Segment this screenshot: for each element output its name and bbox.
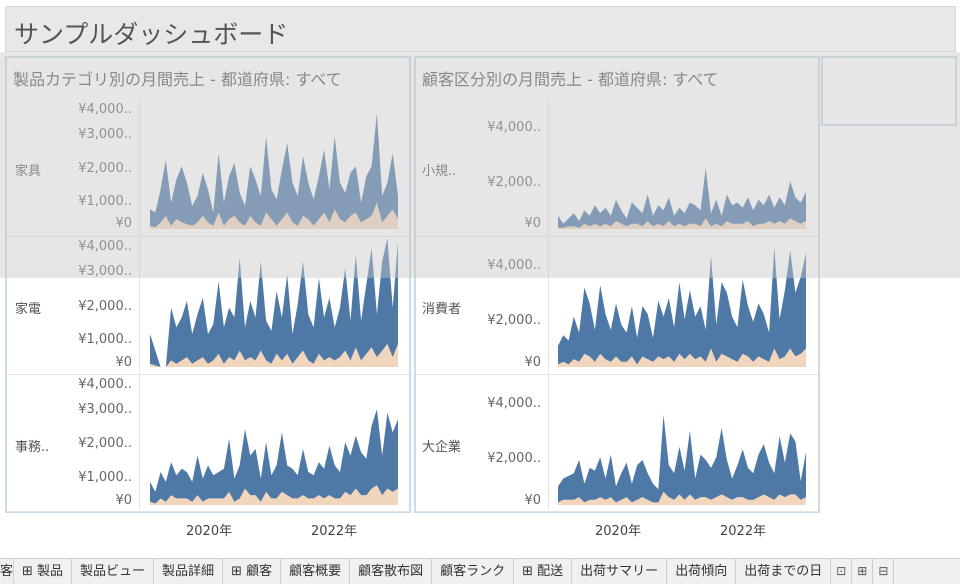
sheet-tab-bar: 客 ⊞ 製品 製品ビュー 製品詳細 ⊞ 顧客 顧客概要 顧客散布図 顧客ランク ⊞ 配送 出荷サマ…: [0, 558, 960, 584]
row-label-consumer: 消費者: [422, 302, 462, 317]
y-tick: ¥1,000..: [78, 470, 132, 485]
row-label-office: 事務..: [15, 440, 50, 455]
area-total-0-0[interactable]: [150, 113, 398, 230]
y-tick: ¥0: [524, 216, 541, 231]
y-tick: ¥2,000..: [78, 299, 132, 314]
area-profit-0-0[interactable]: [150, 202, 398, 229]
sheet-tab[interactable]: 出荷までの日: [736, 559, 832, 584]
area-profit-1-1[interactable]: [558, 348, 806, 367]
sheet-tab[interactable]: 製品ビュー: [72, 559, 155, 584]
row-divider: [416, 374, 818, 375]
y-tick: ¥2,000..: [487, 313, 541, 328]
sheet-tab[interactable]: 製品詳細: [154, 559, 224, 584]
row-divider: [7, 236, 409, 237]
new-dashboard-icon[interactable]: ⊞: [852, 559, 874, 584]
y-tick: ¥1,000..: [78, 194, 132, 209]
area-total-1-1[interactable]: [558, 247, 806, 367]
axis-divider: [139, 98, 140, 510]
x-tick: 2022年: [720, 524, 767, 539]
y-tick: ¥3,000..: [78, 127, 132, 142]
y-tick: ¥4,000..: [487, 396, 541, 411]
y-tick: ¥2,000..: [487, 175, 541, 190]
area-profit-1-2[interactable]: [558, 491, 806, 505]
y-tick: ¥0: [115, 355, 132, 370]
area-profit-0-2[interactable]: [150, 485, 398, 505]
y-tick: ¥4,000..: [78, 377, 132, 392]
sheet-tab[interactable]: 顧客概要: [281, 559, 351, 584]
y-tick: ¥1,000..: [78, 332, 132, 347]
x-tick: 2022年: [311, 524, 358, 539]
axis-divider: [548, 98, 549, 510]
y-tick: ¥0: [115, 216, 132, 231]
area-total-1-2[interactable]: [558, 414, 806, 505]
dashboard-title-bar: サンプルダッシュボード: [5, 6, 956, 52]
y-tick: ¥0: [524, 355, 541, 370]
area-total-1-0[interactable]: [558, 168, 806, 229]
row-divider: [7, 511, 409, 512]
row-label-small-business: 小規..: [422, 164, 457, 179]
category-sales-title: 製品カテゴリ別の月間売上 - 都道府県: すべて: [13, 70, 342, 89]
sheet-tab[interactable]: 出荷傾向: [667, 559, 737, 584]
row-divider: [416, 511, 818, 512]
y-tick: ¥4,000..: [487, 258, 541, 273]
y-tick: ¥2,000..: [78, 161, 132, 176]
sheet-tab[interactable]: 出荷サマリー: [572, 559, 668, 584]
area-total-0-1[interactable]: [150, 238, 398, 367]
segment-sales-panel[interactable]: 顧客区分別の月間売上 - 都道府県: すべて: [414, 56, 820, 513]
new-story-icon[interactable]: ⊟: [873, 559, 895, 584]
y-tick: ¥3,000..: [78, 264, 132, 279]
segment-sales-title: 顧客区分別の月間売上 - 都道府県: すべて: [422, 70, 719, 89]
row-label-electronics: 家電: [15, 302, 42, 317]
row-divider: [416, 236, 818, 237]
y-tick: ¥4,000..: [78, 102, 132, 117]
row-label-enterprise: 大企業: [422, 440, 462, 455]
area-total-0-2[interactable]: [150, 409, 398, 505]
row-label-furniture: 家具: [15, 164, 42, 179]
sheet-tab[interactable]: 顧客ランク: [432, 559, 515, 584]
y-tick: ¥4,000..: [487, 120, 541, 135]
y-tick: ¥0: [524, 493, 541, 508]
sheet-tab[interactable]: 顧客散布図: [350, 559, 433, 584]
y-tick: ¥3,000..: [78, 402, 132, 417]
x-tick: 2020年: [595, 524, 642, 539]
sheet-tab[interactable]: ⊞ 製品: [14, 559, 73, 584]
row-divider: [7, 374, 409, 375]
area-profit-1-0[interactable]: [558, 218, 806, 229]
y-tick: ¥4,000..: [78, 239, 132, 254]
area-profit-0-1[interactable]: [150, 343, 398, 367]
empty-layout-container: [821, 56, 957, 126]
sheet-tab[interactable]: 客: [0, 559, 14, 584]
sheet-tab[interactable]: ⊞ 配送: [514, 559, 573, 584]
sheet-tab[interactable]: ⊞ 顧客: [223, 559, 282, 584]
dashboard-title: サンプルダッシュボード: [14, 20, 289, 49]
y-tick: ¥2,000..: [487, 451, 541, 466]
y-tick: ¥2,000..: [78, 436, 132, 451]
y-tick: ¥0: [115, 493, 132, 508]
x-tick: 2020年: [186, 524, 233, 539]
new-worksheet-icon[interactable]: ⊡: [831, 559, 853, 584]
